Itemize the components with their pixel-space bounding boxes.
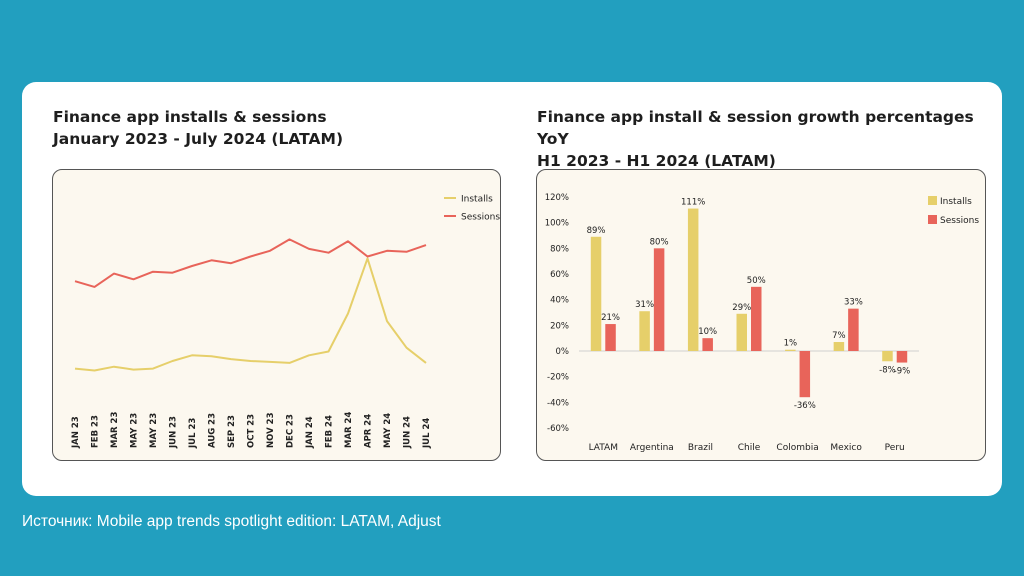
x-tick-label: MAR 23 [110,412,120,448]
right-chart-title: Finance app install & session growth per… [537,106,1002,172]
x-tick-label: NOV 23 [266,412,276,448]
x-tick-label: MAR 24 [344,412,354,448]
data-label: 29% [732,303,751,313]
left-title-line2: January 2023 - July 2024 (LATAM) [53,130,344,148]
data-label: 10% [698,327,717,337]
data-label: 31% [635,300,654,310]
x-category-label: Argentina [630,443,674,453]
y-tick-label: -60% [547,424,569,434]
series-line-sessions [74,238,427,288]
x-category-label: Peru [885,443,905,453]
bar-sessions [605,324,616,351]
x-tick-label: SEP 23 [227,415,237,448]
x-tick-label: MAY 23 [149,413,159,448]
bar-chart-panel: -60% -40% -20% 0% 20% 40% 60% 80% 100% 120% 89% 21%… [536,169,986,461]
bar-sessions [702,338,713,351]
right-title-line2: H1 2023 - H1 2024 (LATAM) [537,152,776,170]
left-chart-title: Finance app installs & sessions January … [53,106,343,150]
y-tick-label: -40% [547,398,569,408]
line-chart: JAN 23 FEB 23 MAR 23 MAY 23 MAY 23 JUN 23 JUL … [71,195,500,450]
data-label: 111% [681,198,705,208]
bar-sessions [896,351,908,363]
bar-chart: -60% -40% -20% 0% 20% 40% 60% 80% 100% 120% 89% 21%… [545,193,980,453]
data-label: 89% [587,226,606,236]
bar-sessions [653,248,665,351]
data-label: 21% [601,313,620,323]
bar-sessions [848,308,859,351]
x-tick-label: DEC 23 [286,414,296,448]
y-tick-label: -20% [547,373,569,383]
legend-swatch-installs [928,196,937,205]
y-tick-label: 40% [550,296,569,306]
x-category-label: LATAM [589,443,618,453]
bar-sessions [751,286,762,351]
x-tick-label: JAN 24 [305,416,315,449]
legend-label-installs: Installs [940,197,972,207]
y-tick-label: 0% [556,347,570,357]
y-tick-label: 60% [550,270,569,280]
line-chart-panel: JAN 23 FEB 23 MAR 23 MAY 23 MAY 23 JUN 23 JUL … [52,169,501,461]
series-line-installs [74,257,427,372]
bar-installs [785,349,796,351]
x-tick-label: MAY 23 [130,413,140,448]
bar-installs [882,351,893,362]
x-tick-label: APR 24 [364,414,374,448]
x-tick-label: JUN 24 [403,416,413,449]
y-tick-label: 100% [545,219,569,229]
bar-installs [687,208,699,351]
data-label: 50% [747,276,766,286]
data-label: 33% [844,298,863,308]
x-tick-label: OCT 23 [247,414,257,448]
bar-installs [590,236,602,351]
data-label: -36% [794,401,816,411]
x-tick-label: FEB 24 [325,415,335,448]
data-label: -9% [894,367,911,377]
x-tick-label: MAY 24 [383,413,393,448]
x-tick-label: AUG 23 [208,413,218,448]
content-card: Finance app installs & sessions January … [22,82,1002,496]
left-title-line1: Finance app installs & sessions [53,108,327,126]
bar-installs [833,342,845,351]
data-label: 7% [832,331,846,341]
x-tick-label: JAN 23 [71,416,81,449]
right-title-line1: Finance app install & session growth per… [537,108,974,148]
bar-installs [639,311,650,351]
x-category-label: Colombia [776,443,818,453]
x-category-label: Chile [738,443,761,453]
bar-sessions [799,351,811,398]
y-tick-label: 20% [550,321,569,331]
y-tick-label: 120% [545,193,569,203]
legend-label-sessions: Sessions [461,213,500,223]
legend-label-sessions: Sessions [940,216,979,226]
y-tick-label: 80% [550,244,569,254]
x-category-label: Brazil [688,443,713,453]
data-label: 80% [650,237,669,247]
x-tick-label: JUN 23 [169,416,179,449]
x-tick-label: JUL 23 [188,418,198,449]
x-tick-label: JUL 24 [422,418,432,449]
bar-installs [736,313,747,351]
legend-swatch-sessions [928,215,937,224]
data-label: -8% [879,365,896,375]
x-tick-label: FEB 23 [91,415,101,448]
source-caption: Источник: Mobile app trends spotlight ed… [22,513,441,530]
legend-label-installs: Installs [461,195,493,205]
x-category-label: Mexico [830,443,862,453]
data-label: 1% [784,339,798,349]
